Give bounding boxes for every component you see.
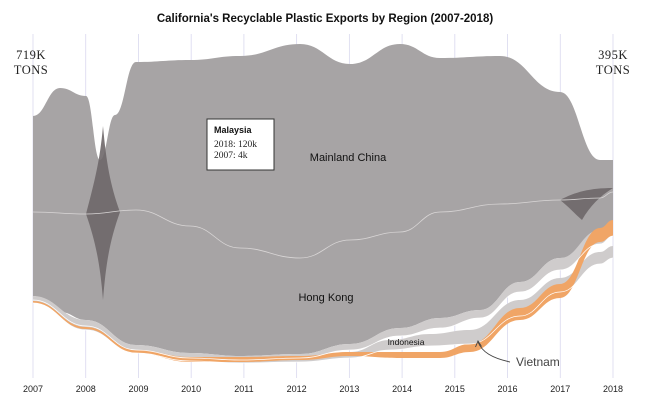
streams bbox=[32, 44, 614, 364]
end-total-unit: TONS bbox=[596, 63, 630, 77]
x-tick-label-2012: 2012 bbox=[287, 384, 307, 394]
series-hong-kong-stream[interactable] bbox=[33, 192, 613, 356]
label-vietnam: Vietnam bbox=[516, 355, 560, 369]
x-tick-label-2018: 2018 bbox=[603, 384, 623, 394]
vietnam-arrow-icon bbox=[475, 340, 482, 348]
x-tick-label-2015: 2015 bbox=[445, 384, 465, 394]
tooltip-line-2018: 2018: 120k bbox=[214, 140, 257, 150]
malaysia-tooltip: Malaysia 2018: 120k 2007: 4k bbox=[206, 118, 275, 171]
x-tick-label-2016: 2016 bbox=[498, 384, 518, 394]
x-tick-label-2007: 2007 bbox=[23, 384, 43, 394]
label-indonesia: Indonesia bbox=[388, 337, 425, 347]
x-tick-label-2011: 2011 bbox=[234, 384, 253, 394]
series-indonesia-stream[interactable] bbox=[33, 246, 613, 363]
end-total-value: 395K bbox=[598, 48, 628, 62]
tooltip-title: Malaysia bbox=[214, 125, 253, 135]
x-tick-label-2013: 2013 bbox=[339, 384, 359, 394]
x-tick-label-2009: 2009 bbox=[128, 384, 148, 394]
series-divider-line bbox=[32, 191, 614, 259]
x-tick-label-2014: 2014 bbox=[392, 384, 412, 394]
x-axis-ticks: 2007 2008 2009 2010 2011 2012 2013 2014 2015 2016… bbox=[23, 384, 623, 394]
start-total-unit: TONS bbox=[14, 63, 48, 77]
x-tick-label-2008: 2008 bbox=[76, 384, 96, 394]
label-mainland-china: Mainland China bbox=[310, 152, 387, 164]
tooltip-box bbox=[206, 118, 275, 171]
x-tick-label-2017: 2017 bbox=[550, 384, 570, 394]
vietnam-pointer-line bbox=[477, 341, 511, 363]
tooltip-line-2007: 2007: 4k bbox=[214, 151, 248, 161]
series-mainland-china-stream[interactable] bbox=[33, 44, 613, 258]
start-total-value: 719K bbox=[16, 48, 46, 62]
label-hong-kong: Hong Kong bbox=[298, 292, 353, 304]
minor-stream-lines bbox=[32, 235, 614, 364]
x-tick-label-2010: 2010 bbox=[181, 384, 201, 394]
chart-title: California's Recyclable Plastic Exports … bbox=[157, 13, 494, 25]
